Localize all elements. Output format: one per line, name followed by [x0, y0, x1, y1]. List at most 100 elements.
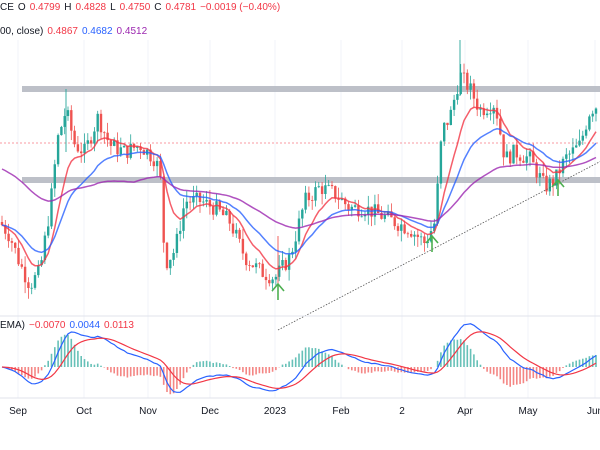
macd-bar — [417, 367, 419, 372]
candle-body — [324, 185, 327, 195]
macd-bar — [232, 367, 234, 369]
signal-line — [1, 331, 597, 390]
macd-bar — [172, 367, 175, 394]
macd-bar — [133, 367, 135, 376]
macd-bar — [143, 367, 145, 376]
candle-body — [383, 215, 386, 219]
candle-body — [241, 238, 245, 254]
macd-bar — [116, 367, 119, 376]
candle-body — [4, 224, 7, 234]
candle-body — [37, 265, 40, 276]
candle-body — [406, 233, 410, 235]
candle-body — [353, 205, 357, 207]
candle-body — [499, 118, 502, 135]
macd-bar — [186, 367, 188, 373]
macd-bar — [87, 361, 89, 367]
candle-body — [462, 72, 466, 74]
candle-body — [512, 144, 515, 164]
candle-body — [231, 223, 235, 234]
macd-bar — [506, 367, 508, 386]
candle-body — [40, 260, 43, 266]
candle-body — [96, 113, 99, 132]
candle-body — [304, 192, 307, 210]
candle-body — [489, 113, 492, 115]
candle-body — [113, 140, 116, 146]
candle-body — [56, 135, 60, 165]
macd-bar — [73, 344, 76, 367]
candle-body — [50, 188, 53, 227]
candle-body — [149, 149, 152, 162]
macd-bar — [410, 367, 412, 373]
candle-body — [0, 222, 4, 225]
candle-body — [185, 201, 188, 209]
candle-body — [76, 144, 80, 152]
macd-bar — [466, 345, 469, 367]
macd-bar — [149, 367, 152, 376]
candle-body — [27, 282, 30, 289]
macd-bar — [235, 367, 238, 369]
macd-bar — [238, 367, 241, 371]
macd-bar — [539, 367, 541, 379]
candle-body — [505, 151, 509, 158]
macd-bar — [426, 367, 429, 371]
candle-body — [551, 178, 555, 186]
candle-body — [320, 186, 324, 195]
macd-bar — [354, 367, 356, 371]
macd-bar — [393, 367, 396, 372]
macd-bar — [575, 360, 577, 367]
macd-bar — [420, 367, 422, 372]
macd-bar — [265, 367, 267, 374]
macd-bar — [166, 367, 168, 393]
macd-bar — [242, 367, 244, 373]
macd-bar — [205, 360, 208, 367]
candle-body — [485, 113, 489, 116]
candle-body — [281, 260, 284, 266]
candle-body — [542, 173, 545, 176]
candle-body — [225, 210, 228, 216]
candle-body — [30, 287, 33, 289]
candle-body — [528, 151, 532, 157]
macd-bar — [588, 356, 591, 367]
macd-bar — [27, 367, 30, 379]
candle-body — [89, 140, 93, 144]
candle-body — [518, 157, 522, 161]
macd-bar — [555, 367, 558, 373]
macd-bar — [258, 367, 261, 374]
macd-bar — [542, 367, 544, 378]
candle-body — [571, 147, 575, 154]
macd-bar — [450, 340, 452, 367]
macd-bar — [212, 362, 214, 367]
candle-body — [472, 83, 476, 99]
candle-body — [393, 217, 396, 227]
candle-body — [565, 154, 568, 159]
macd-bar — [327, 354, 330, 367]
macd-bar — [314, 348, 317, 367]
macd-bar — [93, 364, 96, 367]
macd-bar — [436, 360, 439, 367]
macd-bar — [30, 367, 33, 379]
candle-body — [555, 169, 558, 186]
candle-body — [165, 242, 169, 269]
macd-bar — [331, 356, 333, 367]
candle-body — [179, 230, 182, 234]
candle-body — [525, 156, 528, 163]
macd-bar — [159, 367, 162, 377]
macd-bar — [407, 367, 409, 373]
macd-bar — [456, 339, 459, 367]
candle-body — [469, 83, 472, 90]
macd-bar — [558, 367, 561, 372]
candle-body — [413, 234, 416, 237]
candle-body — [386, 211, 390, 216]
candle-body — [350, 206, 353, 210]
candle-body — [476, 98, 479, 110]
candle-body — [70, 110, 73, 131]
candle-body — [172, 252, 175, 260]
candle-body — [139, 146, 142, 151]
macd-bar — [156, 367, 158, 376]
candle-body — [116, 140, 119, 155]
macd-bar — [591, 355, 594, 367]
macd-bar — [367, 367, 370, 373]
candle-body — [109, 140, 113, 146]
candle-body — [195, 192, 198, 197]
